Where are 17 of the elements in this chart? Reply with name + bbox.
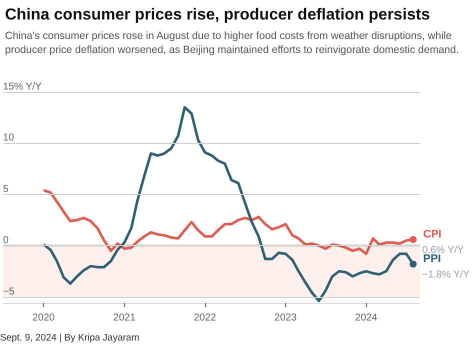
text: Sept. 9, 2024 | By Kripa Jayaram bbox=[0, 332, 140, 344]
y-tick-label: 0 bbox=[3, 235, 9, 246]
x-tick-label: 2020 bbox=[32, 312, 56, 324]
series-label: CPI bbox=[423, 228, 442, 240]
x-tick-label: 2024 bbox=[355, 312, 378, 324]
y-tick-label: −5 bbox=[3, 286, 15, 298]
y-tick-label: 15% Y/Y bbox=[3, 82, 42, 92]
series-label: PPI bbox=[423, 253, 441, 266]
x-tick-label: 2021 bbox=[113, 312, 136, 324]
chart-title: China consumer prices rise, producer deflation persists bbox=[5, 6, 430, 24]
y-tick-label: 5 bbox=[3, 184, 9, 195]
x-tick-label: 2022 bbox=[194, 312, 217, 324]
annotation: 0.6% Y/Y bbox=[422, 244, 464, 256]
chart-subtitle: China's consumer prices rose in August due to higher food costs from weather disruptions, while producer price deflation worsened, as Beijing maintained efforts to reinvigorate domestic demand. bbox=[5, 30, 459, 56]
y-tick-label: 10 bbox=[3, 132, 15, 144]
x-tick-label: 2023 bbox=[274, 312, 298, 324]
annotation: −1.8% Y/Y bbox=[422, 270, 470, 281]
